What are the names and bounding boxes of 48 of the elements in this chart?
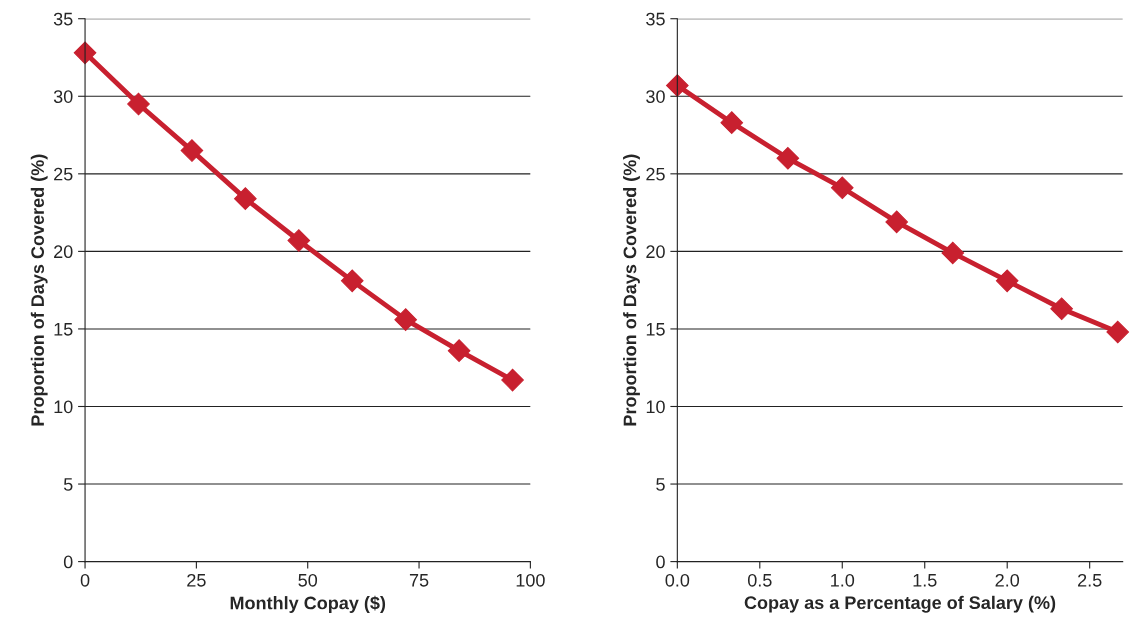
y-tick-label: 20: [54, 245, 73, 259]
y-tick-label: 35: [646, 12, 665, 26]
y-tick-label: 0: [656, 555, 665, 569]
x-tick-label: 1.5: [913, 574, 937, 587]
y-tick-label: 15: [646, 323, 665, 336]
y-tick-label: 5: [63, 478, 73, 491]
x-axis-title: Monthly Copay ($): [230, 595, 386, 613]
y-tick-label: 5: [656, 478, 665, 491]
point: [1050, 297, 1073, 321]
y-tick-label: 10: [54, 400, 73, 414]
point: [234, 187, 257, 210]
y-tick-label: 30: [646, 90, 665, 103]
x-axis-title: Copay as a Percentage of Salary (%): [744, 595, 1056, 613]
x-tick-label: 0.0: [665, 573, 690, 587]
y-tick-label: 35: [53, 12, 73, 26]
x-tick-label: 0: [80, 573, 90, 587]
y-tick-label: 10: [646, 400, 665, 414]
y-axis-title: Proportion of Days Covered (%): [623, 154, 640, 426]
point: [447, 339, 471, 362]
point: [995, 269, 1019, 293]
y-tick-label: 20: [646, 245, 665, 259]
point: [1106, 320, 1130, 344]
x-tick-label: 100: [516, 573, 545, 587]
x-tick-label: 75: [409, 574, 429, 587]
x-tick-label: 2.5: [1078, 573, 1102, 587]
y-tick-label: 25: [646, 167, 665, 181]
point: [501, 368, 524, 392]
point: [941, 241, 965, 265]
y-axis-title: Proportion of Days Covered (%): [30, 154, 48, 426]
x-tick-label: 50: [298, 573, 318, 587]
point: [830, 176, 854, 200]
point: [394, 308, 418, 331]
y-tick-label: 0: [63, 555, 73, 569]
point: [720, 111, 744, 134]
point: [127, 92, 150, 116]
point: [776, 147, 800, 170]
point: [666, 74, 689, 97]
point: [340, 269, 364, 293]
x-tick-label: 2.0: [995, 573, 1020, 587]
x-tick-label: 1.0: [831, 573, 855, 587]
point: [885, 210, 909, 234]
x-tick-label: 25: [187, 573, 206, 587]
y-tick-label: 15: [54, 323, 73, 336]
point: [180, 139, 204, 162]
point: [287, 229, 311, 252]
x-tick-label: 0.5: [747, 573, 772, 587]
y-tick-label: 30: [53, 90, 73, 103]
y-tick-label: 25: [54, 167, 73, 181]
